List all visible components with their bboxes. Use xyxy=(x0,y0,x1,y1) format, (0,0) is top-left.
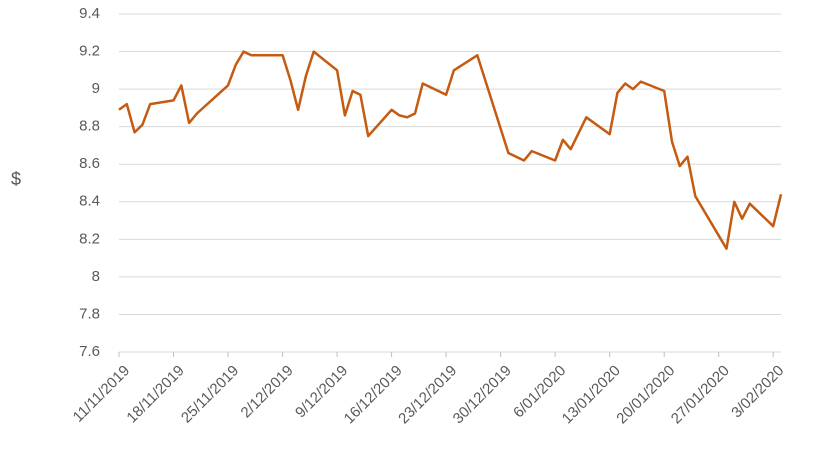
y-tick-label: 9 xyxy=(92,80,100,97)
x-tick-label: 25/11/2019 xyxy=(178,362,242,426)
x-tick-label: 3/02/2020 xyxy=(728,362,787,421)
line-series xyxy=(118,50,783,250)
y-tick-label: 7.8 xyxy=(79,305,100,322)
x-tick-label: 20/01/2020 xyxy=(613,362,678,427)
x-tick-label: 13/01/2020 xyxy=(559,362,624,427)
y-tick-label: 9.4 xyxy=(79,5,100,22)
y-tick-label: 8.8 xyxy=(79,118,100,135)
x-tick-label: 23/12/2019 xyxy=(395,362,460,427)
x-tick-label: 18/11/2019 xyxy=(123,362,187,426)
x-tick-label: 11/11/2019 xyxy=(70,362,134,426)
y-tick-label: 8.6 xyxy=(79,155,100,172)
y-axis-label: $ xyxy=(11,169,21,189)
y-tick-label: 8.2 xyxy=(79,230,100,247)
y-tick-label: 9.2 xyxy=(79,43,100,60)
y-tick-label: 8.4 xyxy=(79,193,100,210)
y-tick-label: 7.6 xyxy=(79,343,100,360)
x-tick-label: 30/12/2019 xyxy=(450,362,515,427)
x-tick-label: 16/12/2019 xyxy=(341,362,406,427)
y-tick-label: 8 xyxy=(92,268,100,285)
x-tick-label: 27/01/2020 xyxy=(668,362,733,427)
x-tick-label: 2/12/2019 xyxy=(238,362,297,421)
